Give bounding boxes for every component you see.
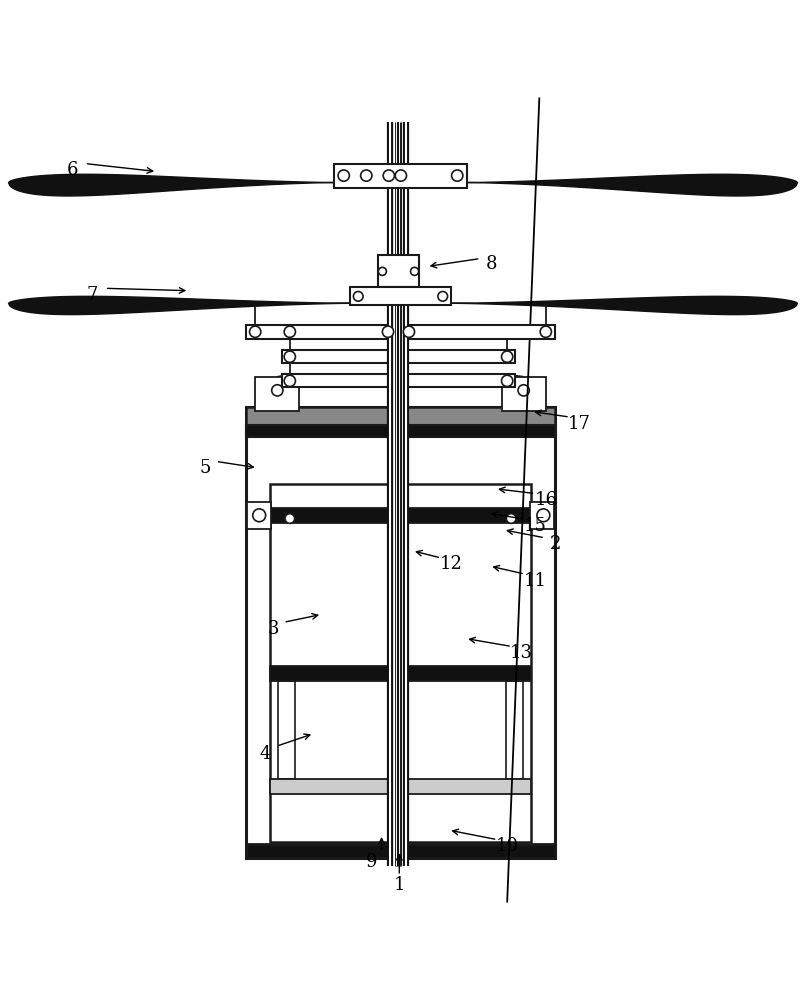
Text: 11: 11 [524, 572, 547, 589]
Bar [270, 508, 531, 523]
Circle shape [403, 326, 415, 337]
Circle shape [272, 385, 283, 396]
Text: 16: 16 [535, 491, 557, 509]
Circle shape [361, 170, 372, 181]
Bar [247, 502, 271, 529]
Text: 9: 9 [366, 853, 378, 871]
Text: 1: 1 [394, 876, 405, 894]
Text: 13: 13 [510, 644, 533, 662]
Circle shape [378, 267, 386, 275]
Bar [270, 779, 531, 794]
Text: 3: 3 [268, 620, 279, 638]
Bar [502, 377, 546, 411]
Text: 5: 5 [200, 459, 211, 477]
Circle shape [382, 326, 394, 337]
Circle shape [537, 509, 550, 522]
Text: 15: 15 [524, 517, 547, 535]
Text: 2: 2 [550, 535, 561, 553]
Bar [255, 377, 299, 411]
Bar [246, 325, 555, 339]
Bar [350, 287, 451, 305]
Circle shape [395, 170, 407, 181]
Circle shape [438, 292, 448, 301]
Circle shape [285, 514, 295, 523]
Circle shape [502, 375, 513, 386]
Circle shape [540, 326, 551, 337]
Circle shape [338, 170, 349, 181]
Circle shape [250, 326, 261, 337]
Text: 4: 4 [260, 745, 271, 763]
Circle shape [383, 170, 394, 181]
Circle shape [284, 375, 295, 386]
Bar [282, 350, 515, 363]
Circle shape [502, 351, 513, 362]
Text: 17: 17 [568, 415, 591, 433]
Bar [530, 502, 554, 529]
Bar [378, 255, 419, 287]
Bar [246, 844, 555, 858]
Circle shape [284, 326, 295, 337]
Text: 7: 7 [87, 286, 98, 304]
Circle shape [353, 292, 363, 301]
Circle shape [411, 267, 419, 275]
Circle shape [253, 509, 266, 522]
Bar [334, 164, 467, 188]
Bar [506, 681, 523, 779]
Bar [270, 484, 531, 842]
Circle shape [506, 514, 516, 523]
Text: 10: 10 [496, 837, 518, 855]
Bar [278, 681, 295, 779]
Bar [282, 374, 515, 387]
Bar [270, 666, 531, 681]
Bar [246, 407, 555, 858]
Bar [246, 425, 555, 437]
Circle shape [284, 351, 295, 362]
Bar [246, 407, 555, 425]
Circle shape [518, 385, 530, 396]
Text: 12: 12 [440, 555, 462, 573]
Circle shape [452, 170, 463, 181]
Text: 6: 6 [67, 161, 78, 179]
Text: 8: 8 [485, 255, 497, 273]
